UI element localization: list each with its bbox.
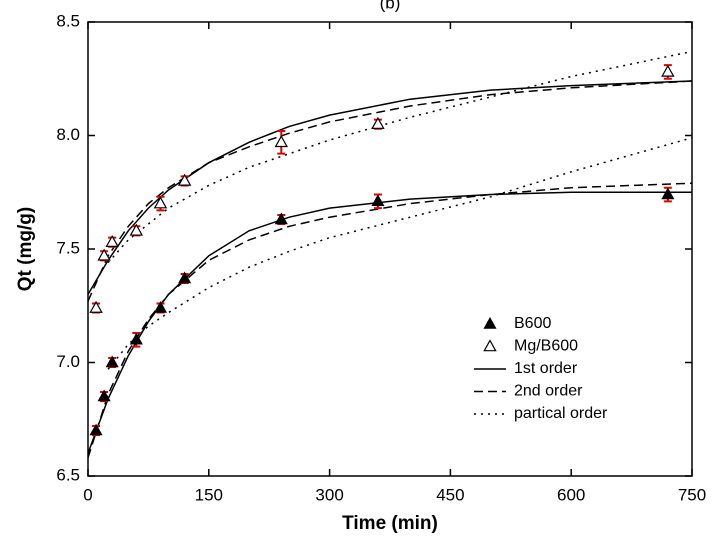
point bbox=[177, 173, 192, 186]
point bbox=[274, 135, 289, 148]
point bbox=[371, 194, 385, 207]
point bbox=[105, 234, 119, 247]
fit-curve bbox=[87, 182, 693, 459]
legend-label: B600 bbox=[514, 315, 551, 332]
y-axis-title: Qt (mg/g) bbox=[15, 207, 36, 291]
chart-title: (b) bbox=[380, 0, 401, 12]
point bbox=[105, 355, 119, 368]
legend-label: 2nd order bbox=[514, 383, 583, 400]
legend-label: partical order bbox=[514, 405, 608, 422]
y-tick-label: 7.0 bbox=[56, 352, 80, 371]
x-tick-label: 750 bbox=[678, 485, 706, 504]
fit-curve bbox=[87, 80, 693, 302]
x-tick-label: 150 bbox=[195, 485, 223, 504]
point bbox=[661, 64, 675, 77]
point bbox=[129, 332, 143, 345]
legend-label: 1st order bbox=[514, 360, 578, 377]
fit-curve bbox=[87, 80, 693, 295]
legend-marker bbox=[483, 316, 497, 329]
x-tick-label: 600 bbox=[557, 485, 585, 504]
legend-marker bbox=[483, 339, 497, 352]
fit-curve bbox=[87, 191, 692, 454]
x-tick-label: 450 bbox=[436, 485, 464, 504]
point bbox=[97, 248, 111, 261]
y-tick-label: 8.0 bbox=[56, 125, 80, 144]
point bbox=[371, 116, 385, 129]
point bbox=[97, 389, 111, 402]
fit-curve bbox=[107, 137, 693, 370]
point bbox=[89, 300, 103, 313]
x-tick-label: 0 bbox=[83, 485, 92, 504]
point bbox=[153, 196, 168, 209]
point bbox=[274, 212, 288, 225]
x-axis-title: Time (min) bbox=[342, 513, 438, 534]
y-tick-label: 8.5 bbox=[56, 11, 80, 30]
legend-label: Mg/B600 bbox=[514, 338, 578, 355]
point bbox=[153, 300, 168, 313]
point bbox=[661, 187, 675, 200]
y-tick-label: 6.5 bbox=[56, 465, 80, 484]
point bbox=[178, 271, 192, 284]
x-tick-label: 300 bbox=[315, 485, 343, 504]
fit-curve bbox=[107, 50, 693, 264]
y-tick-label: 7.5 bbox=[56, 238, 80, 257]
point bbox=[129, 223, 144, 236]
point bbox=[89, 423, 103, 436]
